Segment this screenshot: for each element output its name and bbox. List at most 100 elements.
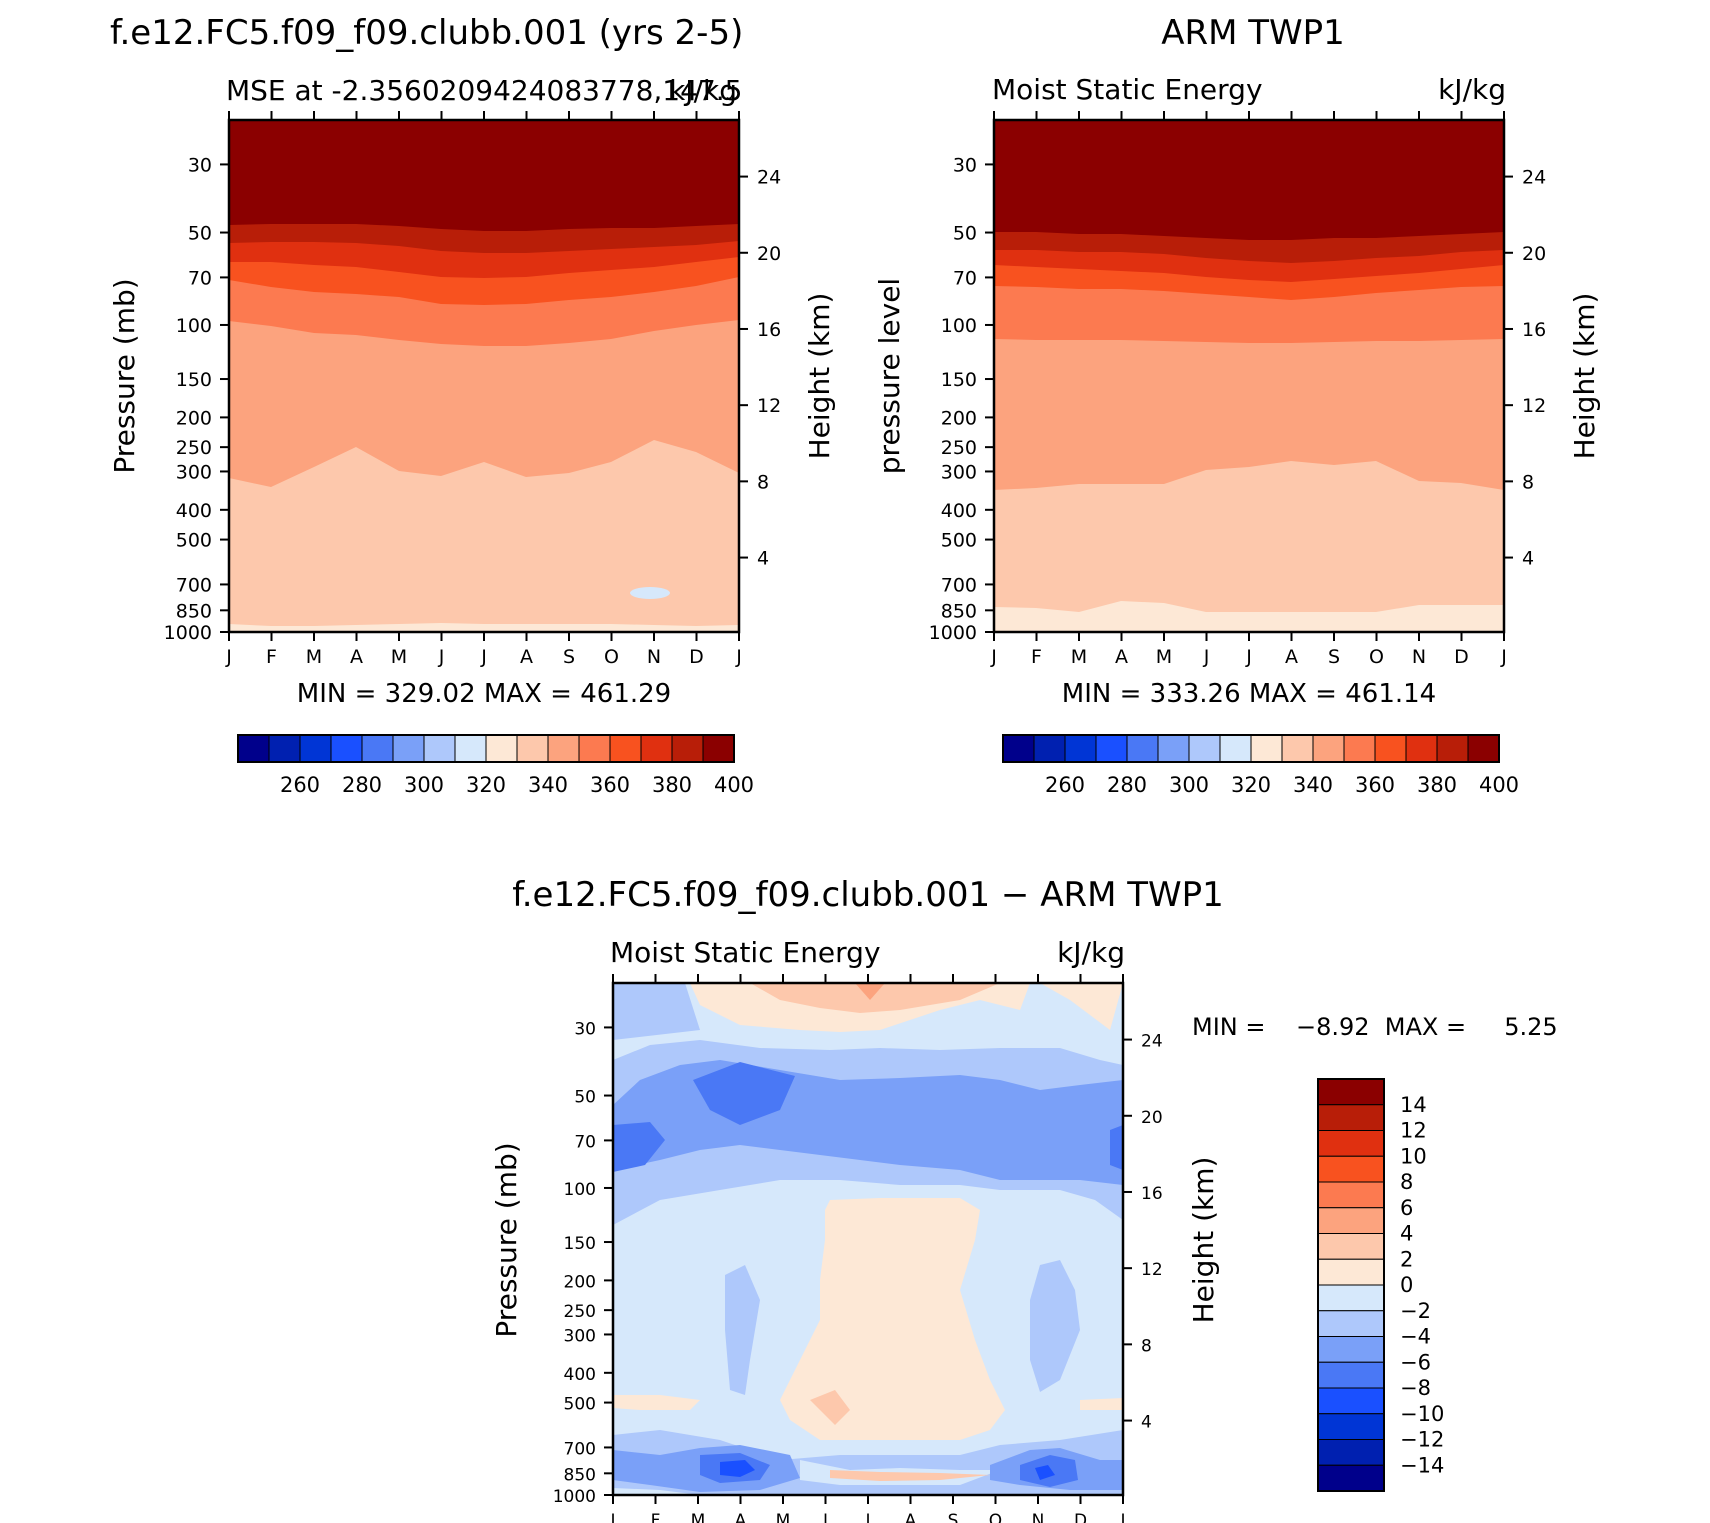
y-tick-label: 500 xyxy=(564,1395,596,1415)
colorbar-box xyxy=(1374,734,1407,763)
y-tick-right-label: 20 xyxy=(757,243,781,265)
contour-band xyxy=(1110,1125,1123,1170)
x-tick-label: J xyxy=(1119,1511,1125,1523)
colorbar-box xyxy=(1405,734,1438,763)
x-tick-label: J xyxy=(990,646,997,668)
panel-model-contours xyxy=(229,120,739,632)
colorbar-label: 360 xyxy=(590,773,630,797)
y-tick-label: 70 xyxy=(953,267,977,289)
panel-obs-units: kJ/kg xyxy=(1438,73,1506,106)
colorbar-label: 340 xyxy=(1293,773,1333,797)
colorbar-label: −4 xyxy=(1400,1325,1431,1349)
colorbar-box xyxy=(268,734,301,763)
x-tick-label: A xyxy=(350,646,363,668)
contour-band xyxy=(780,1198,1005,1440)
x-tick-label: J xyxy=(822,1511,828,1523)
colorbar-box xyxy=(547,734,580,763)
x-tick-label: D xyxy=(1454,646,1469,668)
y-tick-label: 150 xyxy=(176,369,212,391)
x-tick-label: F xyxy=(266,646,277,668)
contour-band xyxy=(613,1395,700,1410)
colorbar-box xyxy=(485,734,518,763)
colorbar-box xyxy=(702,734,735,763)
colorbar-label: 8 xyxy=(1400,1170,1413,1194)
x-tick-label: A xyxy=(1285,646,1298,668)
y-tick-label: 100 xyxy=(941,315,977,337)
colorbar-box xyxy=(1126,734,1159,763)
x-tick-label: J xyxy=(1203,646,1210,668)
colorbar-box xyxy=(454,734,487,763)
colorbar-label: 14 xyxy=(1400,1093,1427,1117)
contour-band xyxy=(229,623,739,632)
colorbar-frame xyxy=(1317,1078,1385,1492)
colorbar-label: 380 xyxy=(1417,773,1457,797)
y-tick-label: 250 xyxy=(176,437,212,459)
colorbar-box xyxy=(1188,734,1221,763)
colorbar-label: −10 xyxy=(1400,1402,1444,1426)
x-tick-label: N xyxy=(1032,1511,1045,1523)
x-tick-label: J xyxy=(438,646,445,668)
contour-band xyxy=(830,1470,990,1481)
colorbar-label: −14 xyxy=(1400,1453,1444,1477)
y-tick-label: 50 xyxy=(188,223,212,245)
y-tick-right-label: 20 xyxy=(1141,1108,1163,1128)
colorbar-label: 280 xyxy=(342,773,382,797)
y-tick-label: 300 xyxy=(176,461,212,483)
panel-model-title: f.e12.FC5.f09_f09.clubb.001 (yrs 2-5) xyxy=(110,13,743,53)
panel-obs-colorbar: 260 280 300 320 340 360 380 400 xyxy=(1002,734,1519,797)
y-tick-label: 50 xyxy=(574,1088,596,1108)
colorbar-label: 10 xyxy=(1400,1144,1427,1168)
colorbar-box xyxy=(1467,734,1500,763)
y-tick-label: 700 xyxy=(176,574,212,596)
x-tick-label: J xyxy=(735,646,742,668)
colorbar-box xyxy=(1317,1361,1385,1389)
contour-band xyxy=(725,1265,760,1395)
panel-diff-ticks: J F M A M J J A S O N D J 30 50 70 100 150 200 250 300 400 500… xyxy=(553,974,1163,1523)
contour-band xyxy=(1030,1260,1080,1392)
y-tick-label: 70 xyxy=(574,1132,596,1152)
colorbar-box xyxy=(1312,734,1345,763)
colorbar-label: 260 xyxy=(280,773,320,797)
colorbar-label: 12 xyxy=(1400,1119,1427,1143)
y-tick-right-label: 16 xyxy=(1141,1184,1163,1204)
colorbar-label: 300 xyxy=(404,773,444,797)
x-tick-label: M xyxy=(691,1511,706,1523)
y-tick-right-label: 8 xyxy=(757,471,769,493)
contour-band xyxy=(750,983,1000,1013)
colorbar-box xyxy=(1219,734,1252,763)
y-tick-label: 700 xyxy=(941,574,977,596)
colorbar-label: 360 xyxy=(1355,773,1395,797)
contour-band xyxy=(1080,1398,1123,1410)
contour-band xyxy=(613,1488,700,1495)
panel-obs-ylabel-right: Height (km) xyxy=(1568,293,1601,460)
colorbar-label: 300 xyxy=(1169,773,1209,797)
y-tick-label: 200 xyxy=(564,1272,596,1292)
colorbar-box xyxy=(1317,1078,1385,1106)
x-tick-label: J xyxy=(480,646,487,668)
panel-model-ylabel: Pressure (mb) xyxy=(108,278,141,473)
colorbar-box xyxy=(1033,734,1066,763)
colorbar-label: 320 xyxy=(466,773,506,797)
y-tick-right-label: 8 xyxy=(1522,471,1534,493)
colorbar-box xyxy=(423,734,456,763)
panel-diff-units: kJ/kg xyxy=(1057,936,1125,969)
colorbar-label: 260 xyxy=(1045,773,1085,797)
x-tick-label: J xyxy=(864,1511,870,1523)
panel-model-colorbar: 260 280 300 320 340 360 380 400 xyxy=(237,734,754,797)
contour-band xyxy=(693,1062,795,1125)
y-tick-right-label: 24 xyxy=(757,167,781,189)
y-tick-label: 100 xyxy=(564,1180,596,1200)
panel-diff-contours xyxy=(613,983,1123,1495)
x-tick-label: M xyxy=(391,646,407,668)
panel-diff-minmax: MIN = −8.92 MAX = 5.25 xyxy=(1192,1013,1558,1041)
panel-obs-ylabel: pressure level xyxy=(873,278,906,474)
y-tick-label: 250 xyxy=(564,1302,596,1322)
panel-obs-subtitle: Moist Static Energy xyxy=(992,73,1263,106)
y-tick-right-label: 12 xyxy=(1141,1260,1163,1280)
x-tick-label: J xyxy=(1500,646,1507,668)
colorbar-box xyxy=(1095,734,1128,763)
colorbar-box xyxy=(1317,1181,1385,1209)
colorbar-label: 340 xyxy=(528,773,568,797)
panel-obs-minmax: MIN = 333.26 MAX = 461.14 xyxy=(1062,679,1436,709)
